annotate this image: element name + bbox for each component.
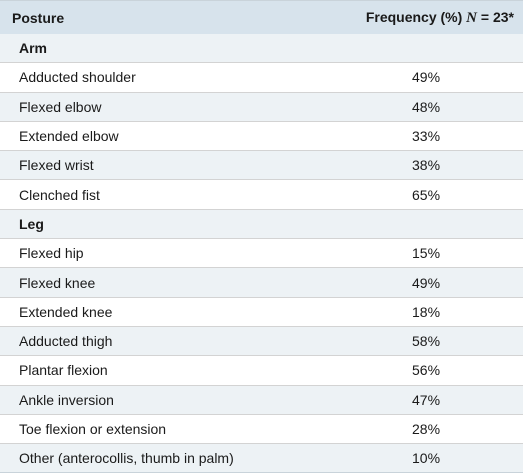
frequency-cell: 48%: [330, 92, 523, 122]
table-row: Other (anterocollis, thumb in palm) 10%: [0, 443, 523, 473]
posture-cell: Adducted shoulder: [0, 62, 330, 93]
frequency-cell: 49%: [330, 62, 523, 93]
table-row: Plantar flexion 56%: [0, 355, 523, 386]
posture-cell: Flexed knee: [0, 267, 330, 298]
posture-cell: Extended elbow: [0, 121, 330, 152]
frequency-header-prefix: Frequency (%): [365, 8, 467, 25]
posture-cell: Flexed hip: [0, 238, 330, 269]
table-header-row: Posture Frequency (%) N = 23*: [0, 1, 523, 34]
table-row: Adducted shoulder 49%: [0, 62, 523, 93]
section-row-leg: Leg: [0, 209, 523, 240]
column-header-frequency: Frequency (%) N = 23*: [330, 1, 523, 34]
posture-cell: Clenched fist: [0, 179, 330, 210]
section-label: Arm: [0, 34, 523, 64]
frequency-header-n: N: [466, 9, 478, 26]
table-row: Extended elbow 33%: [0, 121, 523, 152]
frequency-cell: 49%: [330, 267, 523, 298]
frequency-cell: 38%: [330, 150, 523, 181]
table-row: Adducted thigh 58%: [0, 326, 523, 357]
frequency-cell: 65%: [330, 179, 523, 210]
posture-cell: Extended knee: [0, 297, 330, 327]
table-row: Flexed wrist 38%: [0, 150, 523, 181]
posture-cell: Flexed elbow: [0, 92, 330, 122]
frequency-cell: 47%: [330, 385, 523, 415]
posture-cell: Toe flexion or extension: [0, 414, 330, 445]
table-body: Arm Adducted shoulder 49% Flexed elbow 4…: [0, 34, 523, 473]
posture-cell: Ankle inversion: [0, 385, 330, 415]
frequency-header-suffix: = 23*: [477, 8, 514, 25]
frequency-cell: 15%: [330, 238, 523, 269]
table-row: Flexed hip 15%: [0, 238, 523, 269]
column-header-posture: Posture: [0, 1, 330, 34]
frequency-cell: 56%: [330, 355, 523, 386]
frequency-cell: 58%: [330, 326, 523, 357]
posture-cell: Adducted thigh: [0, 326, 330, 357]
posture-cell: Flexed wrist: [0, 150, 330, 181]
section-label: Leg: [0, 209, 523, 240]
table-row: Flexed elbow 48%: [0, 92, 523, 122]
table-row: Toe flexion or extension 28%: [0, 414, 523, 445]
posture-cell: Plantar flexion: [0, 355, 330, 386]
posture-cell: Other (anterocollis, thumb in palm): [0, 443, 330, 473]
table-row: Clenched fist 65%: [0, 179, 523, 210]
frequency-cell: 33%: [330, 121, 523, 152]
frequency-cell: 10%: [330, 443, 523, 473]
table-row: Flexed knee 49%: [0, 267, 523, 298]
table-row: Ankle inversion 47%: [0, 385, 523, 415]
table-row: Extended knee 18%: [0, 297, 523, 327]
frequency-cell: 18%: [330, 297, 523, 327]
section-row-arm: Arm: [0, 34, 523, 64]
frequency-cell: 28%: [330, 414, 523, 445]
